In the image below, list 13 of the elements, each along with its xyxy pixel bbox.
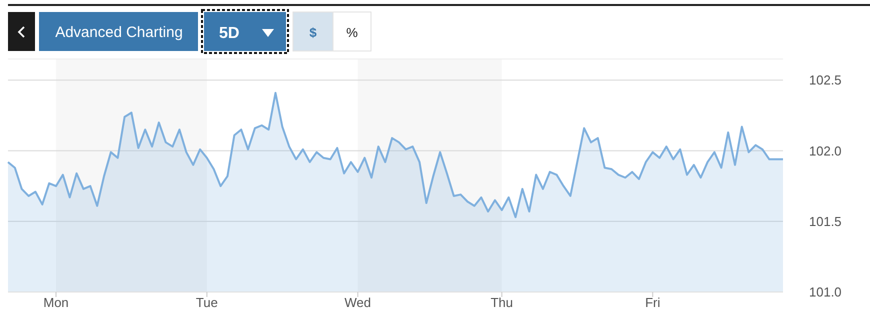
x-tick-label: Wed (344, 295, 372, 310)
x-tick-label: Fri (645, 295, 660, 310)
x-tick-label: Mon (43, 295, 69, 310)
text: 5D (219, 25, 240, 42)
y-tick-label: 102.0 (809, 143, 842, 158)
text: % (346, 25, 358, 40)
text: $ (309, 25, 318, 40)
y-tick-label: 101.0 (809, 284, 842, 300)
x-tick-label: Tue (196, 295, 218, 310)
text: Advanced Charting (55, 24, 183, 41)
y-tick-label: 101.5 (809, 214, 842, 229)
x-tick-label: Thu (490, 295, 514, 310)
y-tick-label: 102.5 (809, 72, 842, 88)
